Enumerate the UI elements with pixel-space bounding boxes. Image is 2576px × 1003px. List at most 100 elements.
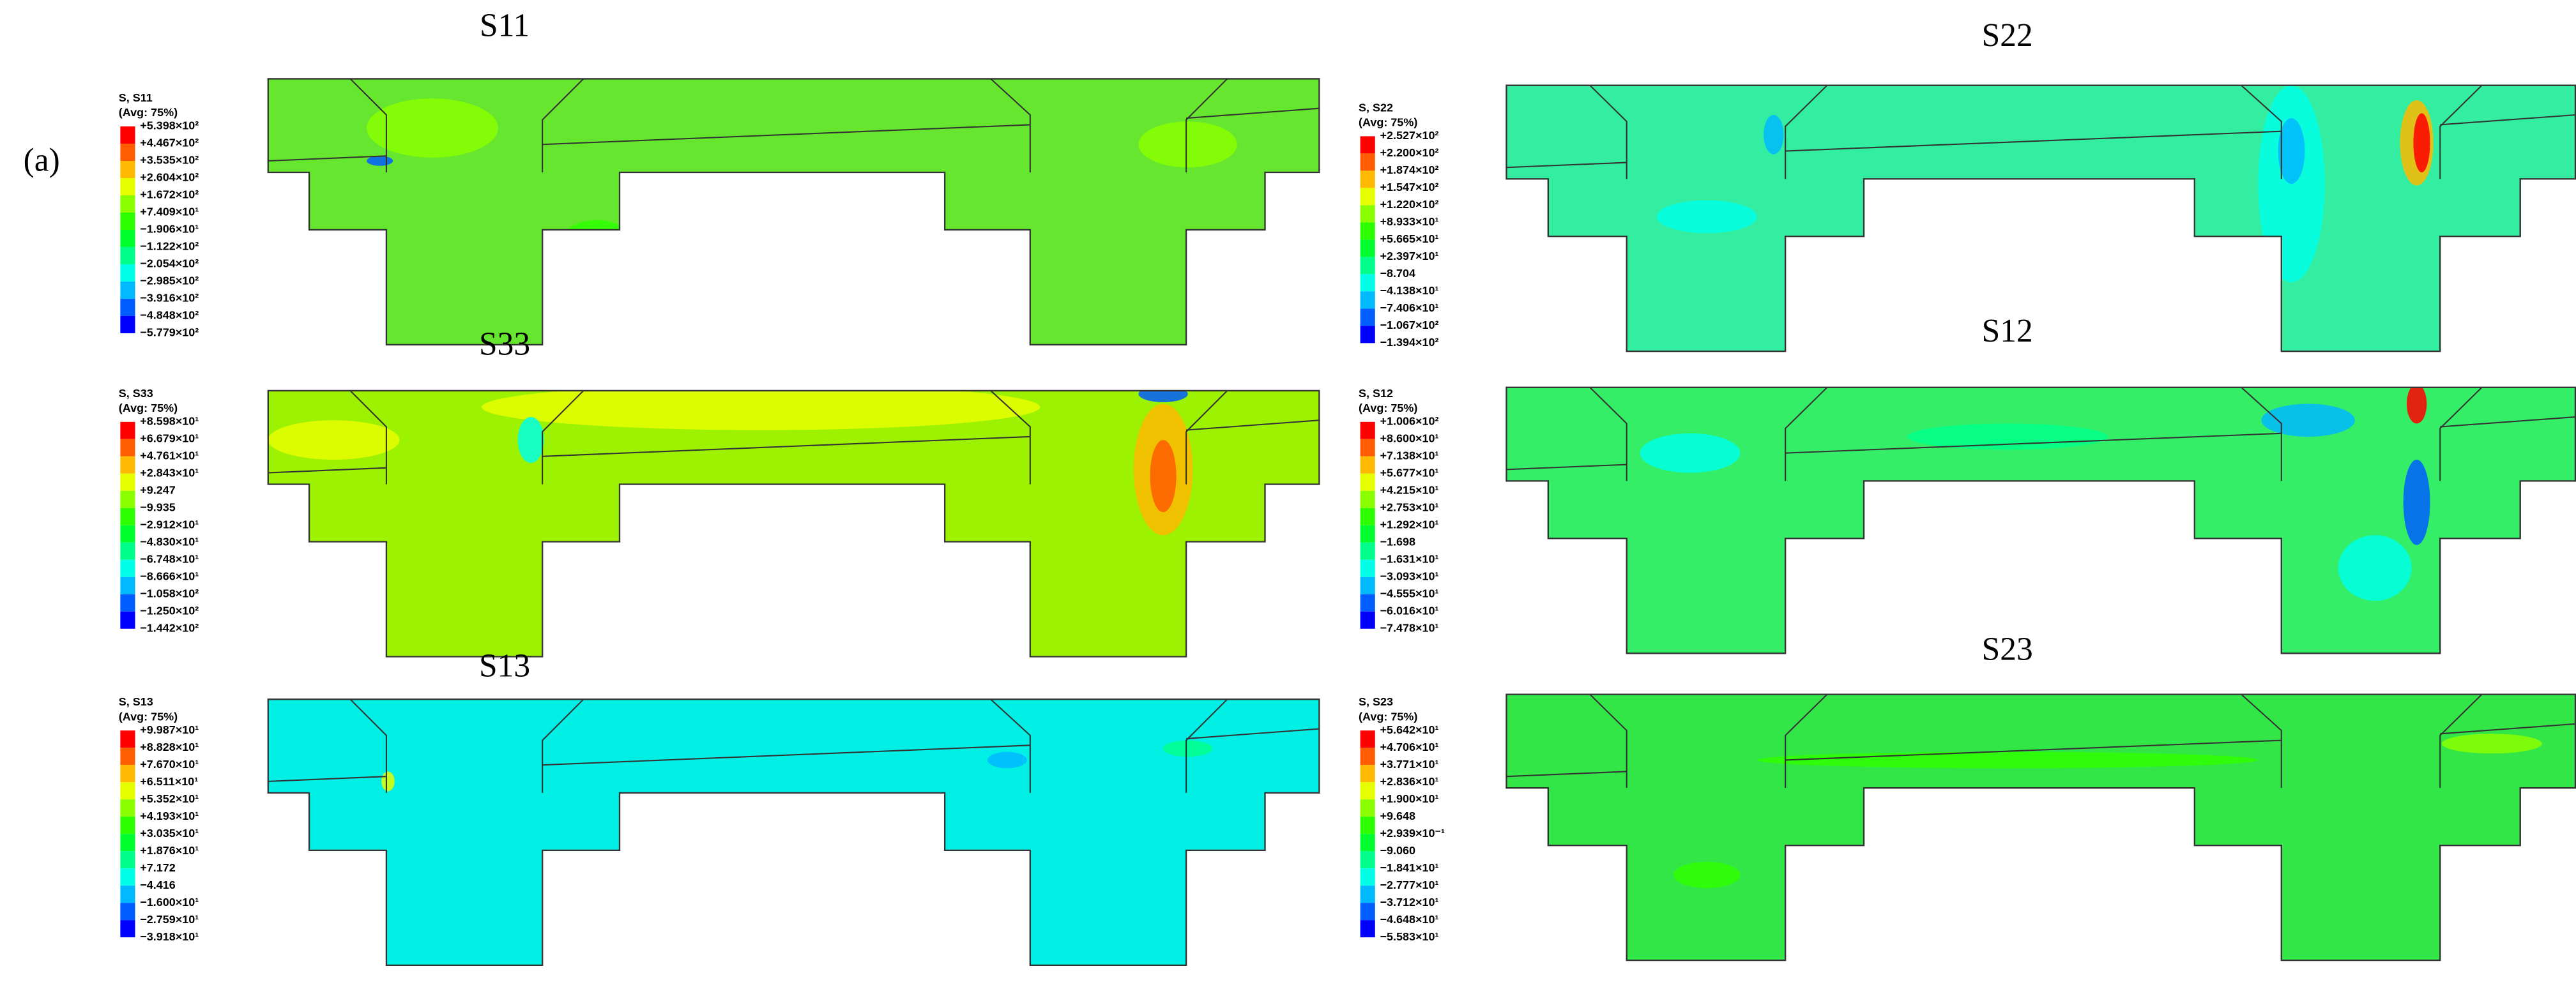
legend-label: −3.918×10¹ (140, 930, 199, 943)
legend-label: −3.093×10¹ (1380, 570, 1438, 583)
legend-label: −1.442×10² (140, 622, 199, 635)
contour-field (1640, 387, 2430, 601)
legend-swatch (1360, 765, 1375, 783)
legend-swatch (1360, 611, 1375, 629)
edge-line (1186, 728, 1320, 740)
edge-line (349, 78, 387, 172)
legend-label: −3.916×10² (140, 292, 199, 305)
stress-zone (2441, 734, 2542, 754)
legend-label: +2.604×10² (140, 171, 199, 184)
legend-title: S, S22 (1359, 101, 1393, 114)
legend-label: −2.777×10¹ (1380, 879, 1438, 891)
legend-swatch (1360, 153, 1375, 171)
legend-label: −5.583×10¹ (1380, 930, 1438, 943)
contour-model (267, 78, 1320, 346)
stress-zone (1764, 114, 1784, 155)
edge-line (990, 78, 1031, 172)
legend-swatch (120, 473, 135, 491)
contour-field (268, 390, 1193, 536)
stress-zone (2403, 459, 2430, 545)
legend-label: +1.220×10² (1380, 198, 1438, 211)
legend-label: +8.828×10¹ (140, 741, 199, 753)
legend-label: +1.900×10¹ (1380, 792, 1438, 805)
stress-zone (517, 417, 544, 464)
edge-line (1589, 387, 1627, 481)
legend-label: +4.706×10¹ (1380, 741, 1438, 753)
edge-line (2440, 416, 2576, 428)
legend: S, S22 (Avg: 75%)+2.527×10² +2.200×10² +1.8… (1359, 101, 1438, 349)
legend-swatch (120, 748, 135, 765)
legend-swatch (1360, 577, 1375, 594)
legend-label: −7.406×10¹ (1380, 301, 1438, 314)
legend-label: +8.933×10¹ (1380, 215, 1438, 228)
legend-swatch (1360, 170, 1375, 188)
edge-line (1589, 693, 1627, 788)
legend-label: −9.060 (1380, 844, 1415, 857)
legend-swatch (1360, 421, 1375, 439)
legend-swatch (1360, 799, 1375, 817)
stress-zone (2338, 535, 2412, 601)
edge-line (1785, 739, 2282, 761)
model-body (1506, 694, 2576, 961)
panel-title: S33 (479, 326, 530, 362)
legend-swatch (1360, 920, 1375, 938)
legend-swatch (1360, 782, 1375, 800)
legend-label: −3.712×10¹ (1380, 896, 1438, 909)
legend-avg: (Avg: 75%) (1359, 116, 1417, 129)
edge-line (1785, 130, 2282, 152)
legend-label: +1.876×10¹ (140, 844, 199, 857)
legend-swatch (120, 126, 135, 144)
legend-label: −1.841×10¹ (1380, 861, 1438, 874)
model-body (1506, 387, 2576, 654)
legend-swatch (120, 851, 135, 869)
legend-label: +6.679×10¹ (140, 432, 199, 445)
legend-label: +8.600×10¹ (1380, 432, 1438, 445)
legend-swatch (1360, 222, 1375, 240)
legend-label: +2.753×10¹ (1380, 501, 1438, 514)
legend-label: +9.247 (140, 484, 176, 497)
stress-zone (367, 156, 393, 166)
model-outline (1505, 693, 2576, 962)
legend-swatch (1360, 308, 1375, 326)
model-outline (267, 389, 1320, 658)
edge-line (990, 698, 1031, 793)
legend-label: −4.555×10¹ (1380, 587, 1438, 600)
stress-zone (2413, 113, 2430, 172)
stress-zone (381, 771, 395, 792)
legend-swatch (1360, 326, 1375, 343)
panel-title: S22 (1982, 17, 2033, 54)
edge-line (1185, 390, 1228, 485)
legend-label: −4.830×10¹ (140, 536, 199, 548)
edge-line (2241, 387, 2282, 481)
panel-title: S12 (1982, 313, 2033, 349)
legend-swatch (120, 611, 135, 629)
legend-label: +9.987×10¹ (140, 723, 199, 736)
legend-label: −6.016×10¹ (1380, 605, 1438, 617)
legend-label: −4.138×10¹ (1380, 284, 1438, 297)
legend-swatch (120, 559, 135, 577)
legend-swatch (1360, 868, 1375, 886)
legend-label: −1.058×10² (140, 587, 199, 600)
legend-swatch (120, 834, 135, 852)
contour-model (267, 389, 1320, 658)
edge-line (1186, 107, 1320, 119)
contour-model (1505, 693, 2576, 962)
legend-swatch (1360, 456, 1375, 474)
panel-title: S11 (480, 8, 530, 44)
legend-swatch (1360, 508, 1375, 525)
legend-label: −6.748×10¹ (140, 553, 199, 566)
edge-line (2439, 693, 2483, 788)
legend-label: +3.535×10² (140, 154, 199, 167)
legend-label: +5.352×10¹ (140, 792, 199, 805)
legend-label: +1.547×10² (1380, 181, 1438, 193)
stress-zone (1757, 751, 2259, 769)
stress-zone (268, 420, 400, 460)
legend-label: −2.912×10¹ (140, 518, 199, 531)
legend-label: +7.409×10¹ (140, 206, 199, 218)
legend-swatch (120, 594, 135, 612)
legend-swatch (120, 439, 135, 456)
legend-swatch (1360, 205, 1375, 223)
legend-title: S, S11 (119, 91, 153, 104)
legend-swatch (120, 508, 135, 525)
stress-zone (987, 751, 1027, 769)
